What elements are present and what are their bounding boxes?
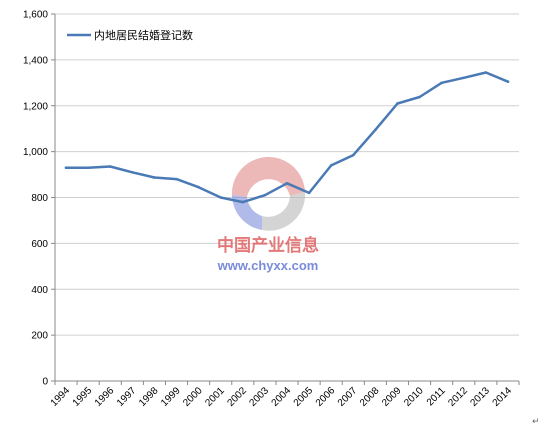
data-point [351, 153, 355, 157]
data-point [64, 166, 68, 169]
x-tick-label: 1998 [137, 385, 161, 409]
x-tick-label: 1997 [115, 385, 139, 409]
data-point [329, 164, 333, 167]
x-tick-label: 2003 [248, 385, 272, 409]
x-tick-label: 2011 [425, 385, 448, 408]
data-point [506, 80, 510, 83]
x-tick-label: 2009 [380, 385, 404, 409]
data-point [108, 165, 112, 168]
data-point [153, 176, 156, 179]
data-point [396, 102, 399, 105]
grid-lines [55, 13, 519, 336]
x-tick-label: 2001 [203, 385, 227, 409]
x-axis-ticks: 1994199519961997199819992000200120022003… [49, 381, 520, 409]
data-point [263, 193, 267, 197]
data-point [462, 76, 466, 80]
x-tick-label: 2002 [225, 385, 249, 409]
x-tick-label: 1994 [49, 385, 73, 409]
data-point [175, 177, 178, 181]
series-layer [64, 71, 510, 204]
data-point [374, 128, 377, 132]
x-tick-label: 2008 [358, 385, 382, 409]
data-point [241, 200, 245, 204]
x-tick-label: 1999 [159, 385, 183, 409]
data-point [440, 81, 443, 85]
x-tick-label: 2010 [402, 385, 426, 409]
x-tick-label: 1996 [93, 385, 117, 409]
x-tick-label: 2012 [446, 385, 470, 409]
watermark-url: www.chyxx.com [217, 258, 319, 273]
data-point [219, 196, 223, 199]
watermark: 中国产业信息 www.chyxx.com [217, 156, 319, 273]
y-tick-label: 1,400 [23, 55, 48, 66]
data-point [285, 181, 289, 185]
legend: 内地居民结婚登记数 [67, 28, 193, 42]
x-tick-label: 2013 [468, 385, 492, 409]
x-tick-label: 1995 [71, 385, 95, 409]
y-tick-label: 200 [31, 331, 48, 342]
x-tick-label: 2000 [181, 385, 205, 409]
data-point [484, 71, 488, 74]
watermark-name: 中国产业信息 [217, 235, 319, 256]
watermark-logo [231, 156, 306, 231]
y-tick-label: 800 [31, 193, 48, 204]
y-axis-ticks: 0 200 400 600 800 1,000 1,200 1,400 1,600 [23, 10, 55, 388]
y-tick-label: 0 [42, 377, 48, 388]
data-point [131, 170, 134, 174]
data-point [86, 166, 90, 169]
x-tick-label: 2005 [292, 385, 316, 409]
x-tick-label: 2014 [491, 385, 515, 409]
y-tick-label: 1,600 [23, 10, 48, 21]
y-tick-label: 1,000 [23, 147, 48, 158]
corner-mark: ↵ [532, 417, 540, 427]
y-tick-label: 400 [31, 285, 48, 296]
x-tick-label: 2007 [336, 385, 360, 409]
y-tick-label: 1,200 [23, 101, 48, 112]
data-point [307, 191, 311, 195]
x-tick-label: 2004 [270, 385, 294, 409]
x-tick-label: 2006 [314, 385, 338, 409]
data-point [418, 95, 421, 99]
y-tick-label: 600 [31, 239, 48, 250]
legend-label: 内地居民结婚登记数 [94, 28, 193, 42]
data-point [197, 185, 200, 189]
